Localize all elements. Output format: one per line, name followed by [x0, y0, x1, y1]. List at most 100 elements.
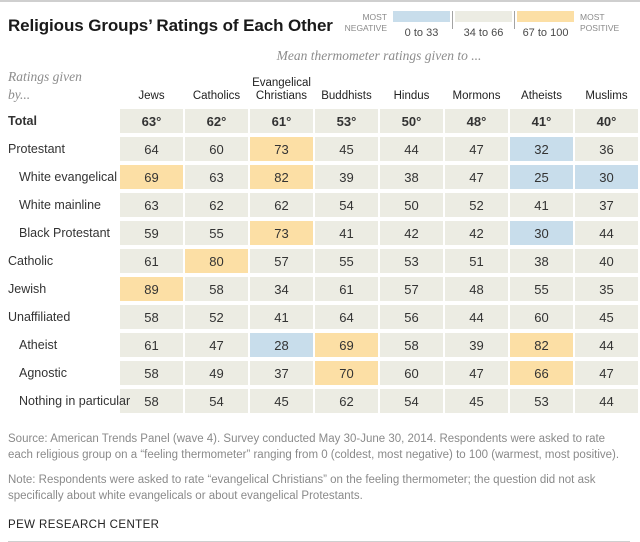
column-header: Buddhists	[321, 89, 372, 102]
legend: MOST NEGATIVE 0 to 33 34 to 66 67 to 100…	[335, 11, 632, 39]
value-cell: 41°	[510, 109, 573, 134]
value-cell: 41	[315, 221, 378, 246]
value-cell: 80	[185, 249, 248, 274]
note-text: Note: Respondents were asked to rate “ev…	[8, 474, 596, 503]
value-cell: 63	[185, 165, 248, 190]
value-cell: 49	[185, 361, 248, 386]
header: Religious Groups’ Ratings of Each Other …	[0, 2, 640, 39]
value-cell: 59	[120, 221, 183, 246]
value-cell: 45	[250, 389, 313, 414]
legend-bin-neutral: 34 to 66	[455, 11, 512, 39]
value-cell: 62	[315, 389, 378, 414]
value-cell: 62	[250, 193, 313, 218]
value-cell: 60	[185, 137, 248, 162]
row-label: Protestant	[8, 142, 65, 157]
value-cell: 40°	[575, 109, 638, 134]
value-cell: 47	[445, 165, 508, 190]
value-cell: 55	[315, 249, 378, 274]
value-cell: 51	[445, 249, 508, 274]
value-cell: 48	[445, 277, 508, 302]
value-cell: 39	[445, 333, 508, 358]
legend-bin-label: 0 to 33	[404, 27, 439, 39]
legend-bin-label: 34 to 66	[463, 27, 504, 39]
value-cell: 44	[575, 221, 638, 246]
table-row: Black Protestant 59 55 73 41 42 42 30 44	[2, 221, 638, 246]
value-cell: 30	[510, 221, 573, 246]
value-cell: 44	[445, 305, 508, 330]
value-cell: 44	[380, 137, 443, 162]
value-cell: 44	[575, 333, 638, 358]
value-cell: 34	[250, 277, 313, 302]
value-cell: 57	[380, 277, 443, 302]
chart-subtitle: Mean thermometer ratings given to ...	[276, 48, 482, 63]
value-cell: 30	[575, 165, 638, 190]
value-cell: 60	[510, 305, 573, 330]
row-axis-header-cell: Ratings given by...	[2, 68, 118, 105]
brand-text: PEW RESEARCH CENTER	[8, 519, 160, 532]
legend-swatch-blue	[393, 11, 450, 22]
row-axis-label: Ratings given by...	[8, 69, 82, 102]
table-row: Catholic 61 80 57 55 53 51 38 40	[2, 249, 638, 274]
value-cell: 42	[380, 221, 443, 246]
value-cell: 62°	[185, 109, 248, 134]
value-cell: 64	[120, 137, 183, 162]
value-cell: 47	[185, 333, 248, 358]
column-header: Evangelical Christians	[252, 76, 311, 102]
value-cell: 42	[445, 221, 508, 246]
value-cell: 70	[315, 361, 378, 386]
value-cell: 62	[185, 193, 248, 218]
value-cell: 50°	[380, 109, 443, 134]
column-header: Muslims	[585, 89, 628, 102]
source-text: Source: American Trends Panel (wave 4). …	[8, 433, 620, 462]
value-cell: 55	[510, 277, 573, 302]
table-row: Jewish 89 58 34 61 57 48 55 35	[2, 277, 638, 302]
value-cell: 47	[445, 361, 508, 386]
value-cell: 38	[380, 165, 443, 190]
row-label: White mainline	[19, 198, 101, 213]
row-label: Atheist	[19, 338, 58, 353]
legend-bin-positive: 67 to 100	[517, 11, 574, 39]
value-cell: 63°	[120, 109, 183, 134]
column-header-row: Ratings given by... Jews Catholics Evangel…	[2, 68, 638, 105]
value-cell: 61	[120, 333, 183, 358]
value-cell: 56	[380, 305, 443, 330]
legend-bin-negative: 0 to 33	[393, 11, 450, 39]
value-cell: 89	[120, 277, 183, 302]
row-label: Agnostic	[19, 366, 67, 381]
table-row: Nothing in particular 58 54 45 62 54 45 53 44	[2, 389, 638, 414]
value-cell: 45	[575, 305, 638, 330]
value-cell: 53	[510, 389, 573, 414]
value-cell: 45	[315, 137, 378, 162]
value-cell: 39	[315, 165, 378, 190]
subtitle-row: Mean thermometer ratings given to ...	[0, 48, 640, 64]
value-cell: 53	[380, 249, 443, 274]
column-header: Atheists	[521, 89, 562, 102]
table-row: Protestant 64 60 73 45 44 47 32 36	[2, 137, 638, 162]
value-cell: 61	[315, 277, 378, 302]
table-row: Agnostic 58 49 37 70 60 47 66 47	[2, 361, 638, 386]
value-cell: 73	[250, 221, 313, 246]
value-cell: 28	[250, 333, 313, 358]
row-label: Unaffiliated	[8, 310, 71, 325]
column-header: Hindus	[393, 89, 430, 102]
value-cell: 47	[575, 361, 638, 386]
value-cell: 52	[445, 193, 508, 218]
value-cell: 61	[120, 249, 183, 274]
table-row: White mainline 63 62 62 54 50 52 41 37	[2, 193, 638, 218]
value-cell: 37	[575, 193, 638, 218]
value-cell: 69	[120, 165, 183, 190]
row-label: Jewish	[8, 282, 47, 297]
value-cell: 63	[120, 193, 183, 218]
legend-divider	[452, 11, 453, 29]
column-header: Mormons	[452, 89, 501, 102]
value-cell: 44	[575, 389, 638, 414]
row-label: Nothing in particular	[19, 394, 131, 409]
value-cell: 32	[510, 137, 573, 162]
value-cell: 73	[250, 137, 313, 162]
value-cell: 53°	[315, 109, 378, 134]
value-cell: 55	[185, 221, 248, 246]
value-cell: 37	[250, 361, 313, 386]
legend-divider	[514, 11, 515, 29]
value-cell: 82	[510, 333, 573, 358]
value-cell: 61°	[250, 109, 313, 134]
